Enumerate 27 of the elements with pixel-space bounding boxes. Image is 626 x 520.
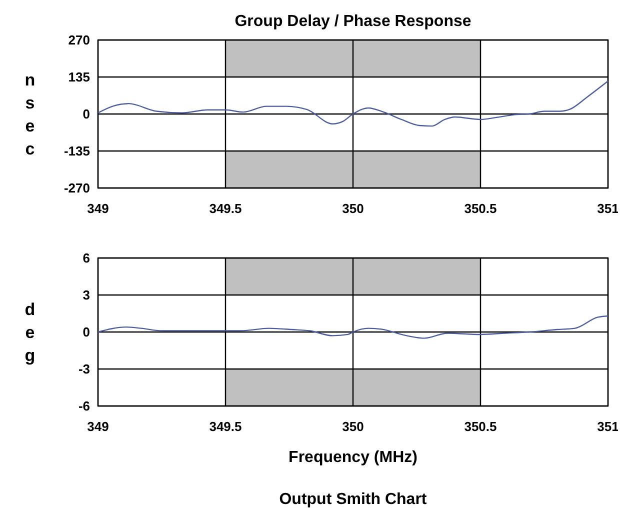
y-tick-label: 270: [68, 32, 90, 48]
chart-title: Group Delay / Phase Response: [234, 13, 472, 30]
line-series: [97, 80, 609, 127]
x-tick-label: 350: [342, 419, 364, 434]
y-tick-label: -6: [78, 398, 90, 414]
x-tick-label: 349: [87, 419, 109, 434]
y-axis-title: deg: [24, 300, 36, 365]
line-series: [97, 315, 609, 339]
y-tick-label: 0: [82, 324, 90, 340]
y-axis-title: nsec: [24, 70, 36, 158]
x-tick-label: 351: [597, 201, 619, 216]
x-tick-label: 350.5: [464, 419, 497, 434]
x-tick-label: 349.5: [209, 419, 242, 434]
y-tick-label: 0: [82, 106, 90, 122]
text: Output Smith Chart: [279, 491, 428, 508]
y-tick-label: 135: [68, 70, 90, 85]
y-tick-label: -270: [64, 180, 90, 196]
x-tick-label: 349: [87, 201, 109, 216]
x-axis-title: Frequency (MHz): [288, 449, 418, 466]
x-tick-label: 349.5: [209, 201, 242, 216]
y-tick-label: -3: [78, 362, 90, 377]
x-tick-label: 350: [342, 201, 364, 216]
y-tick-label: 3: [82, 288, 90, 303]
x-tick-label: 351: [597, 419, 619, 434]
y-tick-label: 6: [82, 250, 90, 266]
y-tick-label: -135: [64, 144, 90, 159]
x-tick-label: 350.5: [464, 201, 497, 216]
